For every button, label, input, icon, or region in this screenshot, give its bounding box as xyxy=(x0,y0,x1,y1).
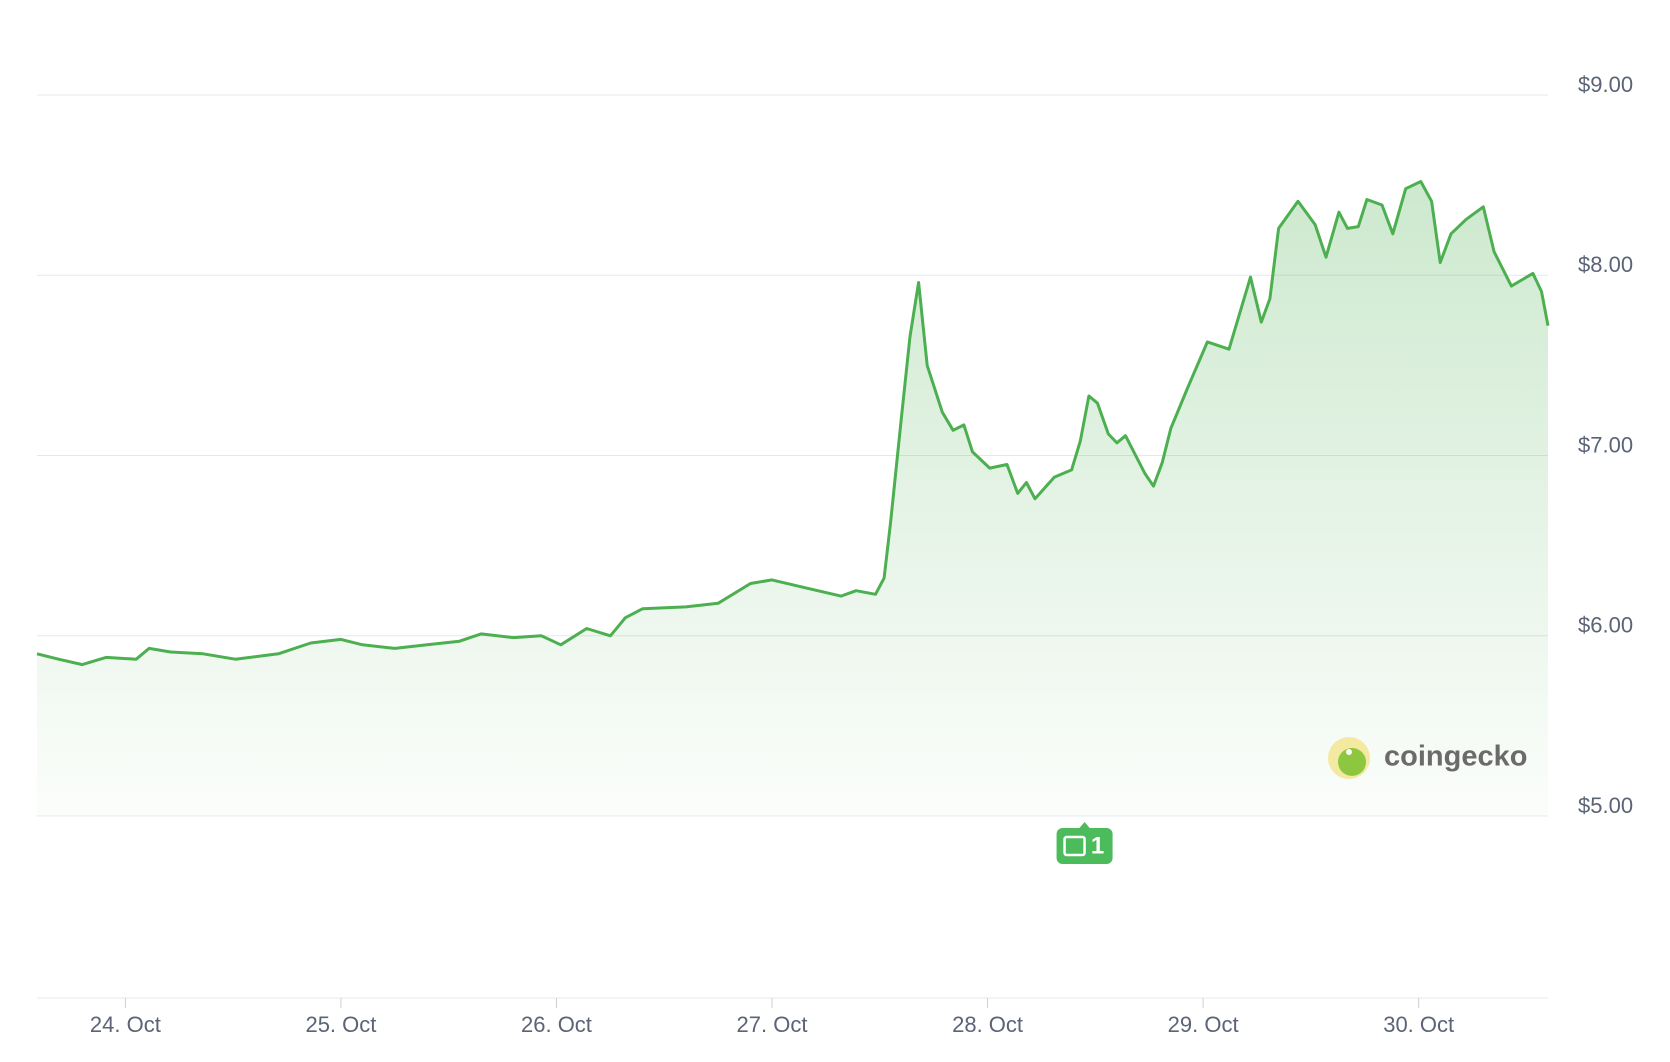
y-tick-label: $9.00 xyxy=(1578,72,1633,97)
y-tick-label: $5.00 xyxy=(1578,793,1633,818)
y-tick-label: $8.00 xyxy=(1578,252,1633,277)
badge-count: 1 xyxy=(1091,832,1104,859)
watermark-text: coingecko xyxy=(1384,741,1527,773)
y-tick-label: $7.00 xyxy=(1578,432,1633,457)
x-tick-label: 29. Oct xyxy=(1168,1012,1239,1037)
area xyxy=(37,181,1548,816)
x-tick-label: 24. Oct xyxy=(90,1012,161,1037)
y-tick-label: $6.00 xyxy=(1578,613,1633,638)
x-tick-label: 30. Oct xyxy=(1383,1012,1454,1037)
x-tick-label: 28. Oct xyxy=(952,1012,1023,1037)
news-badge: 1 xyxy=(1056,822,1113,864)
x-tick-label: 25. Oct xyxy=(305,1012,376,1037)
watermark: coingecko xyxy=(1328,737,1527,779)
logo-eye xyxy=(1346,749,1352,755)
price-line xyxy=(36,180,1550,667)
x-tick-label: 27. Oct xyxy=(737,1012,808,1037)
x-tick-label: 26. Oct xyxy=(521,1012,592,1037)
plot: $5.00 $6.00 $7.00 $8.00 $9.00 24. Oct 25. Oct 2… xyxy=(36,72,1633,1037)
badge-icon xyxy=(1063,835,1086,857)
logo-head xyxy=(1338,748,1366,776)
badge-pointer xyxy=(1078,822,1091,829)
